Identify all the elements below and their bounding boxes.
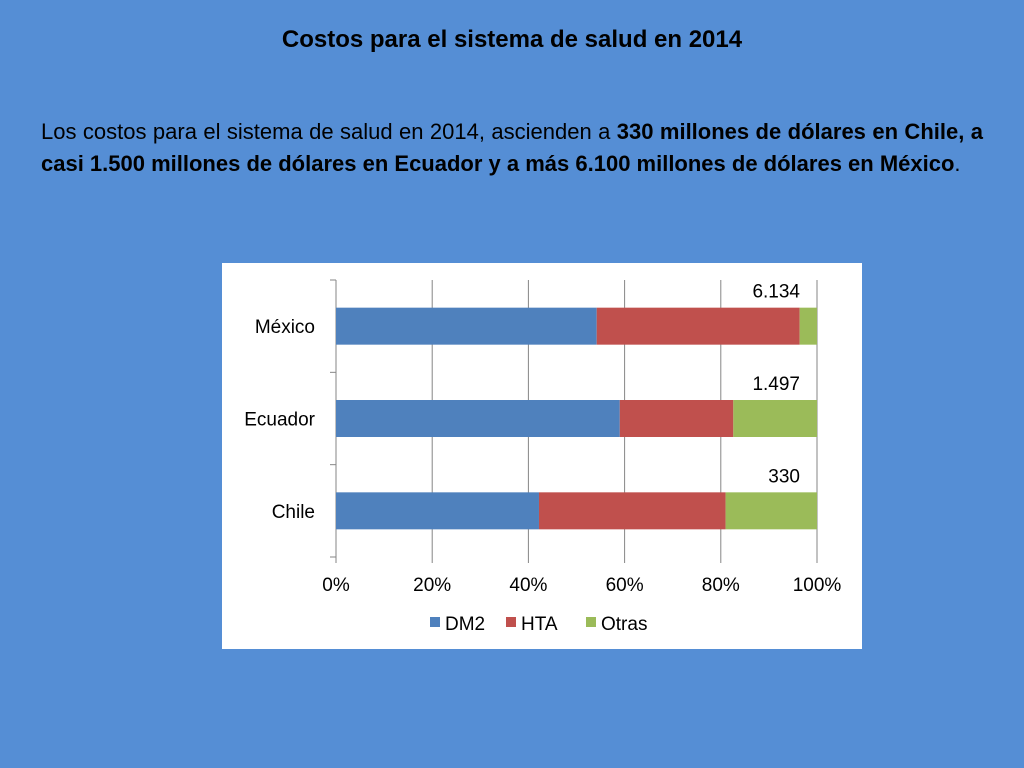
x-tick-label: 0%	[322, 575, 350, 596]
x-tick-label: 80%	[702, 575, 740, 596]
x-tick-label: 20%	[413, 575, 451, 596]
bar-hta	[596, 307, 800, 345]
bar-dm2	[336, 400, 620, 437]
legend-swatch	[506, 617, 516, 627]
bar-otras	[733, 400, 817, 437]
bar-dm2	[336, 492, 539, 530]
paragraph-run: 330 millones de dólares en Chile, a casi…	[41, 119, 983, 176]
legend-swatch	[586, 617, 596, 627]
legend-swatch	[430, 617, 440, 627]
slide-title: Costos para el sistema de salud en 2014	[281, 26, 743, 53]
category-label: Ecuador	[244, 410, 315, 431]
total-label: 1.497	[752, 374, 800, 395]
stacked-bar-chart: 0% 20% 40% 60% 80% 100% México 6.134 Ecuador 1.49…	[244, 279, 842, 635]
category-label: Chile	[272, 502, 315, 523]
total-label: 330	[768, 466, 800, 487]
chart-panel: 0% 20% 40% 60% 80% 100% México 6.134 Ecuador 1.49…	[222, 263, 862, 649]
bar-hta	[538, 492, 726, 530]
legend-label: DM2	[445, 614, 485, 635]
bar-dm2	[336, 307, 597, 345]
category-label: México	[255, 317, 315, 338]
paragraph-run: Los costos para el sistema de salud en 2…	[41, 119, 617, 144]
paragraph-run: .	[954, 151, 961, 176]
bar-hta	[619, 400, 734, 437]
x-tick-label: 100%	[793, 575, 842, 596]
legend-label: HTA	[521, 614, 558, 635]
legend-label: Otras	[601, 614, 647, 635]
x-tick-label: 60%	[606, 575, 644, 596]
total-label: 6.134	[752, 282, 800, 303]
x-tick-label: 40%	[509, 575, 547, 596]
bar-otras	[725, 492, 817, 530]
bar-otras	[799, 307, 817, 345]
slide-paragraph: Los costos para el sistema de salud en 2…	[41, 116, 983, 180]
